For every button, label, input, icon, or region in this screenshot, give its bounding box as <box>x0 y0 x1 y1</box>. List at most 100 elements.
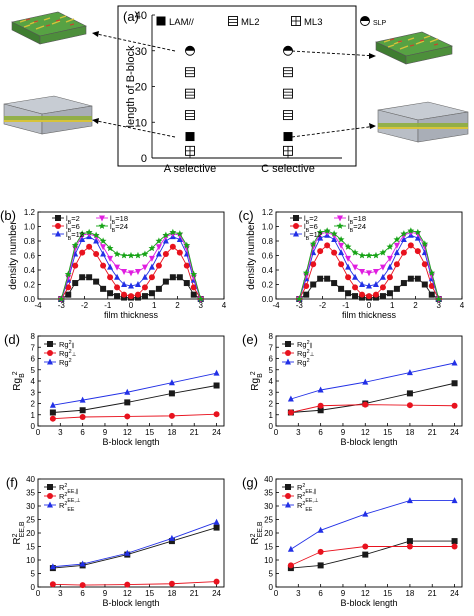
data-point <box>400 236 407 243</box>
legend-label-part: R <box>297 492 303 501</box>
legend-label-part: R <box>297 483 303 492</box>
data-point <box>100 244 107 251</box>
legend-marker <box>47 484 53 490</box>
legend-label-part: B <box>68 220 72 226</box>
data-point <box>317 248 324 255</box>
series-line <box>290 404 455 413</box>
legend-label-part: B <box>112 228 116 234</box>
data-point <box>331 280 338 287</box>
chart-c: -4 -3 -2 -1 0 1 2 3 4 0.0 0.2 0.4 0.6 0.8 1.0 1.2 film t… <box>238 208 464 320</box>
data-point <box>57 295 65 302</box>
legend-label-part: EE <box>305 507 313 513</box>
legend-label-part: R <box>59 483 65 492</box>
data-point <box>107 274 114 281</box>
data-point <box>185 145 195 156</box>
legend-marker <box>99 215 105 222</box>
x-tick-label: 15 <box>383 589 392 598</box>
x-tick-label: 3 <box>58 589 63 598</box>
x-tick-label: 24 <box>450 428 459 437</box>
y-tick-label: 30 <box>264 502 273 511</box>
legend-label-part: 2 <box>302 492 305 498</box>
legend-label-part: l <box>304 214 306 223</box>
y-tick-label: 5 <box>31 570 36 579</box>
data-point <box>134 281 141 287</box>
data-point <box>362 378 369 385</box>
y-tick-label: 0.8 <box>24 237 36 246</box>
data-point <box>345 290 352 297</box>
x-tick-label: 6 <box>318 589 323 598</box>
data-point <box>176 236 183 243</box>
data-point <box>372 281 379 287</box>
data-point <box>379 284 386 291</box>
series-line <box>298 230 440 300</box>
data-point <box>124 549 131 556</box>
y-tick-label: 0.4 <box>262 266 274 275</box>
x-tick-label: 0 <box>36 428 41 437</box>
y-tick-label: 15 <box>26 543 35 552</box>
data-point <box>317 548 324 555</box>
data-point <box>372 268 379 275</box>
data-point <box>155 250 162 257</box>
data-point <box>169 228 177 236</box>
x-tick-label: 6 <box>80 589 85 598</box>
legend-label-part: B <box>68 228 72 234</box>
data-point <box>372 251 380 259</box>
data-point <box>168 580 175 587</box>
data-point <box>406 538 413 545</box>
y-tick-label: 0.8 <box>262 237 274 246</box>
data-point <box>362 401 369 408</box>
x-tick-label: -2 <box>319 301 327 310</box>
data-point <box>213 382 220 389</box>
legend-label-part: l <box>304 230 306 239</box>
data-point <box>169 243 176 250</box>
legend-label-part: EE,∥ <box>67 489 78 495</box>
x-tick-label: 0 <box>274 589 279 598</box>
y-tick-label: 40 <box>26 475 35 484</box>
data-point <box>366 270 372 277</box>
legend-label: LAM// <box>169 17 194 28</box>
data-point <box>121 268 128 275</box>
y-axis-label: length of B-block <box>125 45 137 127</box>
legend-label-part: l <box>110 214 112 223</box>
x-tick-label: 3 <box>58 428 63 437</box>
legend-label-part: Rg <box>297 349 307 358</box>
panel-a-arrowheads <box>92 31 376 129</box>
x-tick-label: 18 <box>167 428 176 437</box>
data-point <box>317 386 324 393</box>
data-point <box>79 396 86 403</box>
data-point <box>287 545 294 552</box>
data-point <box>49 563 56 570</box>
x-tick-label: 9 <box>103 589 108 598</box>
series-line <box>290 500 455 550</box>
data-point <box>128 282 134 289</box>
data-point <box>185 45 195 56</box>
data-point <box>421 281 428 288</box>
marker-box <box>283 110 293 121</box>
legend-label-part: Rg <box>59 358 69 367</box>
data-point <box>451 402 458 409</box>
data-point <box>213 369 220 376</box>
data-point <box>366 282 372 289</box>
data-point <box>162 231 170 239</box>
data-point <box>107 263 114 270</box>
data-point <box>168 412 175 419</box>
legend-label-part: l <box>110 222 112 231</box>
data-point <box>79 249 86 256</box>
data-point <box>106 244 114 252</box>
y-tick-label: 10 <box>26 556 35 565</box>
x-tick-label: -1 <box>104 301 112 310</box>
data-point <box>93 278 100 285</box>
x-tick-label: 0 <box>367 301 372 310</box>
data-point <box>393 249 400 256</box>
data-point <box>359 281 366 287</box>
legend-label-part: 2 <box>64 501 67 507</box>
data-point <box>317 402 324 409</box>
data-point <box>400 280 407 287</box>
y-tick-label: 1 <box>269 411 274 420</box>
legend-label: Rg2 <box>297 358 310 367</box>
y-tick-label: 2 <box>31 400 36 409</box>
y-tick-label: 3 <box>269 388 274 397</box>
y-axis-label-part: 2 <box>250 533 257 537</box>
data-point <box>359 291 366 298</box>
data-point <box>148 244 156 252</box>
